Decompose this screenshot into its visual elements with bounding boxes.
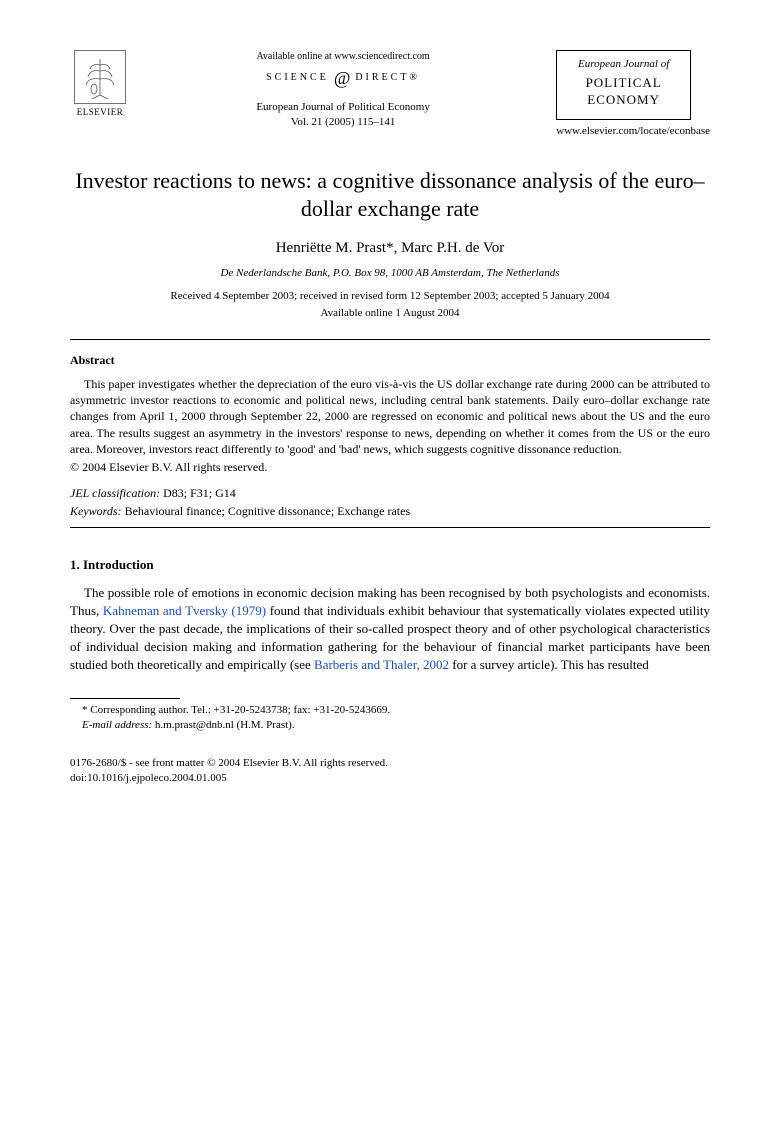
intro-paragraph: The possible role of emotions in economi… <box>70 584 710 674</box>
available-online-date: Available online 1 August 2004 <box>70 306 710 321</box>
abstract-text: This paper investigates whether the depr… <box>70 376 710 457</box>
doi-line: doi:10.1016/j.ejpoleco.2004.01.005 <box>70 771 710 786</box>
journal-cover-box: European Journal of POLITICAL ECONOMY <box>556 50 691 120</box>
affiliation: De Nederlandsche Bank, P.O. Box 98, 1000… <box>70 266 710 281</box>
authors: Henriëtte M. Prast*, Marc P.H. de Vor <box>70 238 710 258</box>
paper-title: Investor reactions to news: a cognitive … <box>70 167 710 224</box>
journal-reference-line1: European Journal of Political Economy <box>138 100 548 115</box>
rule-top <box>70 339 710 340</box>
available-online-label: Available online at www.sciencedirect.co… <box>138 50 548 64</box>
locate-url: www.elsevier.com/locate/econbase <box>556 124 710 139</box>
publisher-name: ELSEVIER <box>77 106 124 118</box>
email-footnote: E-mail address: h.m.prast@dnb.nl (H.M. P… <box>70 718 710 733</box>
sd-left: SCIENCE <box>266 71 329 85</box>
copyright-line: © 2004 Elsevier B.V. All rights reserved… <box>70 459 710 475</box>
journal-reference-line2: Vol. 21 (2005) 115–141 <box>138 115 548 130</box>
keywords: Keywords: Behavioural finance; Cognitive… <box>70 503 710 519</box>
corresponding-author-footnote: * Corresponding author. Tel.: +31-20-524… <box>70 703 710 718</box>
journal-box-line1: European Journal of <box>563 57 684 72</box>
sd-right: DIRECT® <box>355 71 420 85</box>
email-label: E-mail address: <box>82 719 152 731</box>
issn-line: 0176-2680/$ - see front matter © 2004 El… <box>70 756 710 771</box>
keywords-text: Behavioural finance; Cognitive dissonanc… <box>122 504 411 518</box>
received-dates: Received 4 September 2003; received in r… <box>70 289 710 304</box>
header-bar: ELSEVIER Available online at www.science… <box>70 50 710 139</box>
keywords-label: Keywords: <box>70 504 122 518</box>
journal-box-wrap: European Journal of POLITICAL ECONOMY ww… <box>556 50 710 139</box>
header-center: Available online at www.sciencedirect.co… <box>130 50 556 129</box>
footnote-rule <box>70 698 180 699</box>
intro-text-3: for a survey article). This has resulted <box>449 657 649 672</box>
journal-box-line2: POLITICAL <box>563 74 684 92</box>
publisher-logo: ELSEVIER <box>70 50 130 118</box>
bottom-matter: 0176-2680/$ - see front matter © 2004 El… <box>70 756 710 786</box>
jel-label: JEL classification: <box>70 486 160 500</box>
elsevier-tree-icon <box>74 50 126 104</box>
section-1-heading: 1. Introduction <box>70 556 710 574</box>
rule-bottom <box>70 527 710 528</box>
footnotes: * Corresponding author. Tel.: +31-20-524… <box>70 698 710 733</box>
jel-codes: D83; F31; G14 <box>160 486 236 500</box>
abstract-heading: Abstract <box>70 352 710 368</box>
authors-text: Henriëtte M. Prast*, Marc P.H. de Vor <box>276 240 505 256</box>
citation-kahneman-tversky[interactable]: Kahneman and Tversky (1979) <box>103 603 266 618</box>
citation-barberis-thaler[interactable]: Barberis and Thaler, 2002 <box>314 657 449 672</box>
jel-classification: JEL classification: D83; F31; G14 <box>70 485 710 501</box>
science-direct-logo: SCIENCE @ DIRECT® <box>138 66 548 90</box>
sd-at-icon: @ <box>334 66 351 90</box>
journal-box-line3: ECONOMY <box>563 91 684 109</box>
email-value: h.m.prast@dnb.nl (H.M. Prast). <box>152 719 294 731</box>
